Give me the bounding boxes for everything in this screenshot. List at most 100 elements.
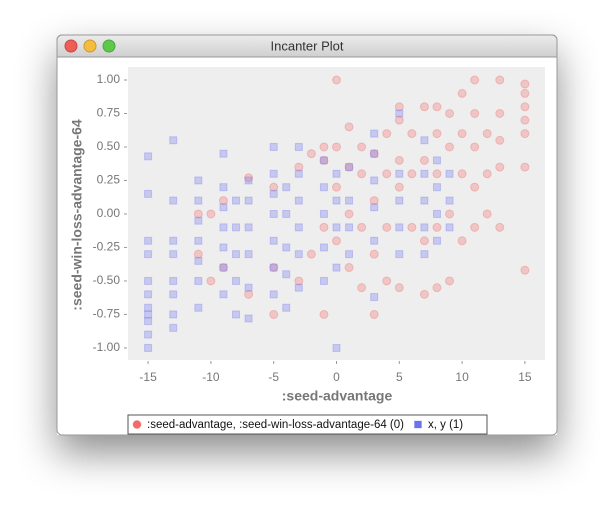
point [370, 293, 379, 302]
point [294, 162, 304, 172]
point [282, 303, 291, 312]
point [319, 183, 328, 192]
point [269, 189, 278, 198]
point [232, 223, 241, 232]
point [144, 290, 153, 299]
point [144, 189, 153, 198]
point [282, 183, 291, 192]
point [169, 236, 178, 245]
point [269, 142, 278, 151]
point [269, 236, 278, 245]
point [294, 169, 303, 178]
point [144, 303, 153, 312]
point [169, 196, 178, 205]
point [306, 149, 316, 159]
point [482, 209, 492, 219]
point [294, 276, 304, 286]
point [420, 250, 429, 259]
point [432, 183, 441, 192]
point [169, 250, 178, 259]
point [193, 209, 203, 219]
point [370, 149, 379, 158]
point [370, 176, 379, 185]
point [332, 169, 341, 178]
point [445, 209, 455, 219]
legend-marker [132, 420, 142, 429]
x-tick-label: 0 [333, 370, 340, 384]
point [357, 169, 367, 179]
point [244, 223, 253, 232]
point [294, 142, 303, 151]
point [332, 263, 341, 272]
point [294, 223, 303, 232]
point [432, 222, 442, 232]
point [282, 209, 291, 218]
point [144, 250, 153, 259]
point [319, 155, 329, 165]
point [369, 196, 379, 206]
point [144, 317, 153, 326]
point [357, 283, 367, 293]
point [194, 176, 203, 185]
point [244, 314, 253, 323]
point [169, 136, 178, 145]
point [332, 196, 341, 205]
legend-marker [413, 420, 422, 429]
point [470, 222, 480, 232]
point [432, 169, 442, 179]
x-tick-label: -15 [139, 370, 157, 384]
point [218, 196, 228, 206]
point [319, 276, 328, 285]
point [407, 129, 417, 139]
point [382, 129, 392, 139]
minimize-button[interactable] [83, 39, 97, 53]
y-tick-label: -0.75 [93, 307, 121, 321]
point [357, 142, 367, 152]
point [520, 162, 530, 172]
point [370, 129, 379, 138]
point [232, 276, 241, 285]
point [345, 223, 354, 232]
point [457, 236, 467, 246]
point [332, 75, 341, 85]
point [269, 209, 278, 218]
point [219, 183, 228, 192]
point [419, 236, 429, 246]
y-tick-label: -0.25 [93, 240, 121, 254]
point [482, 169, 492, 179]
point [369, 149, 379, 159]
point [369, 309, 379, 319]
point [332, 182, 341, 192]
point [520, 129, 530, 139]
point [294, 250, 303, 259]
point [269, 263, 278, 272]
point [520, 88, 530, 98]
point [244, 250, 253, 259]
close-button[interactable] [64, 39, 78, 53]
point [457, 169, 467, 179]
point [306, 249, 316, 259]
y-tick-label: 0.25 [97, 173, 121, 187]
x-tick-label: -5 [268, 370, 279, 384]
point [470, 182, 480, 192]
point [144, 330, 153, 339]
point [419, 102, 429, 112]
point [169, 290, 178, 299]
point [445, 169, 454, 178]
point [218, 263, 228, 273]
point [432, 283, 442, 293]
point [419, 289, 429, 299]
point [370, 203, 379, 212]
zoom-button[interactable] [102, 39, 116, 53]
point [194, 216, 203, 225]
point [232, 310, 241, 319]
point [457, 88, 467, 98]
point [382, 276, 392, 286]
point [395, 169, 404, 178]
point [144, 276, 153, 285]
point [395, 250, 404, 259]
point [344, 209, 354, 219]
point [407, 169, 417, 179]
window-title: Incanter Plot [271, 38, 344, 53]
